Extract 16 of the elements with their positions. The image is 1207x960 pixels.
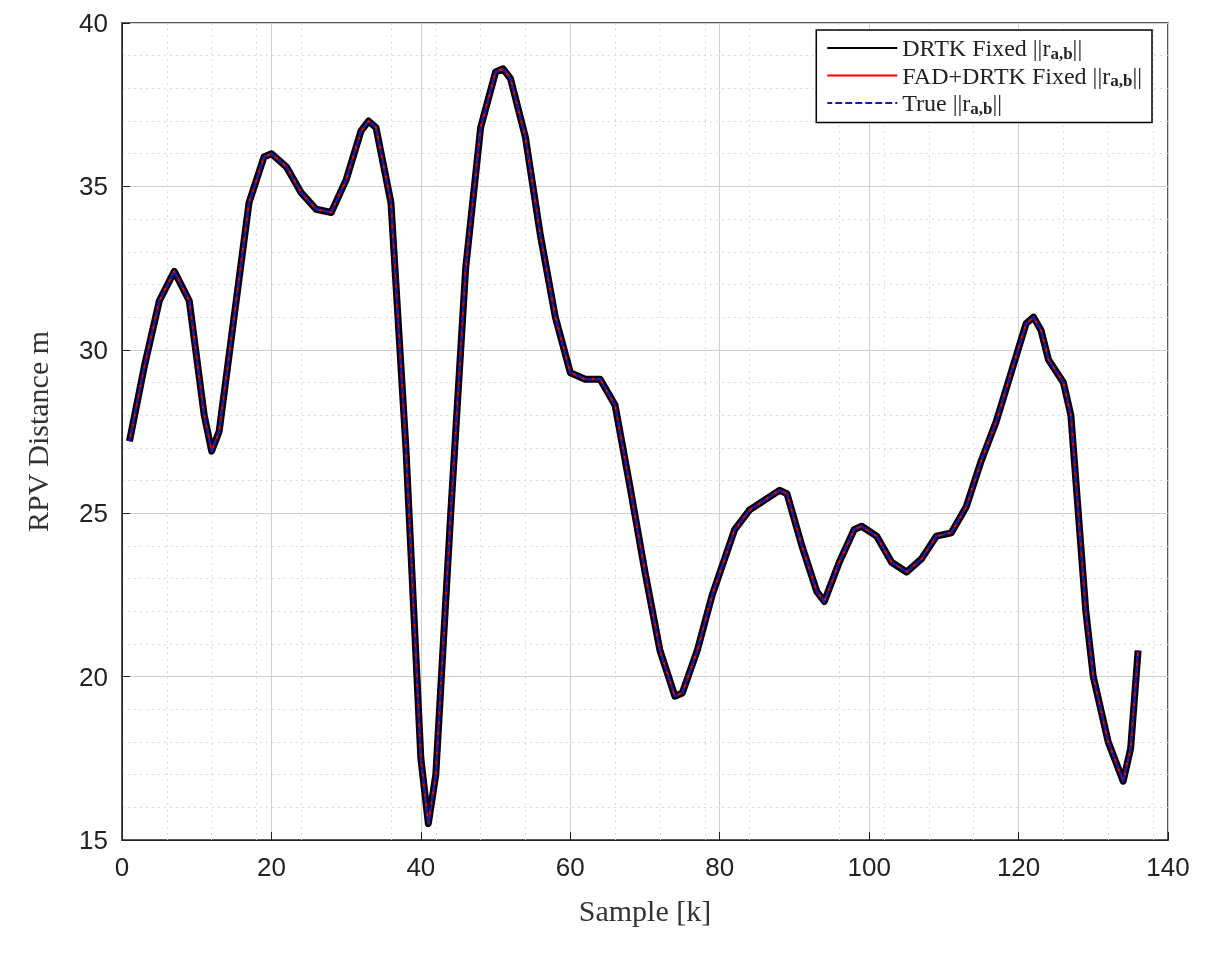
- x-tick-label: 40: [406, 852, 436, 882]
- y-tick-label: 20: [79, 661, 108, 692]
- x-tick-label: 80: [705, 852, 735, 882]
- y-tick-label: 35: [79, 171, 108, 202]
- x-tick-label: 140: [1146, 852, 1190, 882]
- y-tick-label: 40: [79, 8, 108, 38]
- x-axis-title: Sample [k]: [578, 893, 712, 927]
- x-tick-label: 0: [114, 852, 130, 882]
- x-tick-label: 120: [996, 852, 1041, 882]
- y-axis-title: RPV Distance m: [20, 330, 54, 533]
- x-tick-label: 20: [256, 852, 286, 882]
- y-tick-label: 25: [79, 498, 108, 529]
- y-tick-label: 15: [79, 825, 108, 855]
- x-tick-label: 60: [555, 852, 585, 882]
- y-tick-label: 30: [79, 334, 108, 365]
- x-tick-label: 100: [847, 852, 891, 882]
